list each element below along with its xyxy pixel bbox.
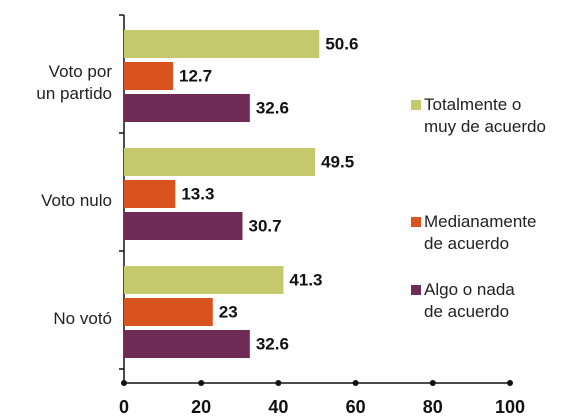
- category-label: No votó: [53, 309, 112, 328]
- bar: [124, 148, 316, 176]
- bar: [124, 330, 250, 358]
- category-label: Voto nulo: [41, 191, 112, 210]
- value-label: 32.6: [256, 334, 289, 353]
- value-label: 41.3: [289, 270, 322, 289]
- value-label: 30.7: [249, 216, 282, 235]
- legend-swatch: [411, 217, 421, 227]
- x-tick-label: 0: [119, 397, 129, 417]
- legend-swatch: [411, 100, 421, 110]
- x-tick: [429, 380, 436, 386]
- x-tick: [352, 380, 359, 386]
- legend-swatch: [411, 285, 421, 295]
- value-label: 13.3: [181, 184, 214, 203]
- bar: [124, 180, 176, 208]
- x-tick: [121, 380, 127, 386]
- x-tick: [198, 380, 205, 386]
- legend-label: Totalmente o muy de acuerdo: [424, 95, 546, 136]
- x-tick-label: 100: [495, 397, 525, 417]
- bar: [124, 30, 320, 58]
- bar: [124, 62, 174, 90]
- x-tick: [507, 380, 513, 386]
- value-label: 32.6: [256, 98, 289, 117]
- category-label: Voto por un partido: [36, 62, 112, 103]
- x-tick-label: 60: [346, 397, 366, 417]
- value-label: 23: [219, 302, 238, 321]
- x-tick-label: 80: [423, 397, 443, 417]
- value-label: 50.6: [325, 34, 358, 53]
- value-label: 49.5: [321, 152, 354, 171]
- bar: [124, 94, 250, 122]
- x-tick-label: 40: [268, 397, 288, 417]
- bar: [124, 212, 243, 240]
- value-label: 12.7: [179, 66, 212, 85]
- bar: [124, 266, 284, 294]
- legend-label: Algo o nada de acuerdo: [424, 280, 515, 321]
- x-tick-label: 20: [191, 397, 211, 417]
- bar: [124, 298, 213, 326]
- legend-label: Medianamente de acuerdo: [424, 212, 537, 253]
- x-tick: [275, 380, 282, 386]
